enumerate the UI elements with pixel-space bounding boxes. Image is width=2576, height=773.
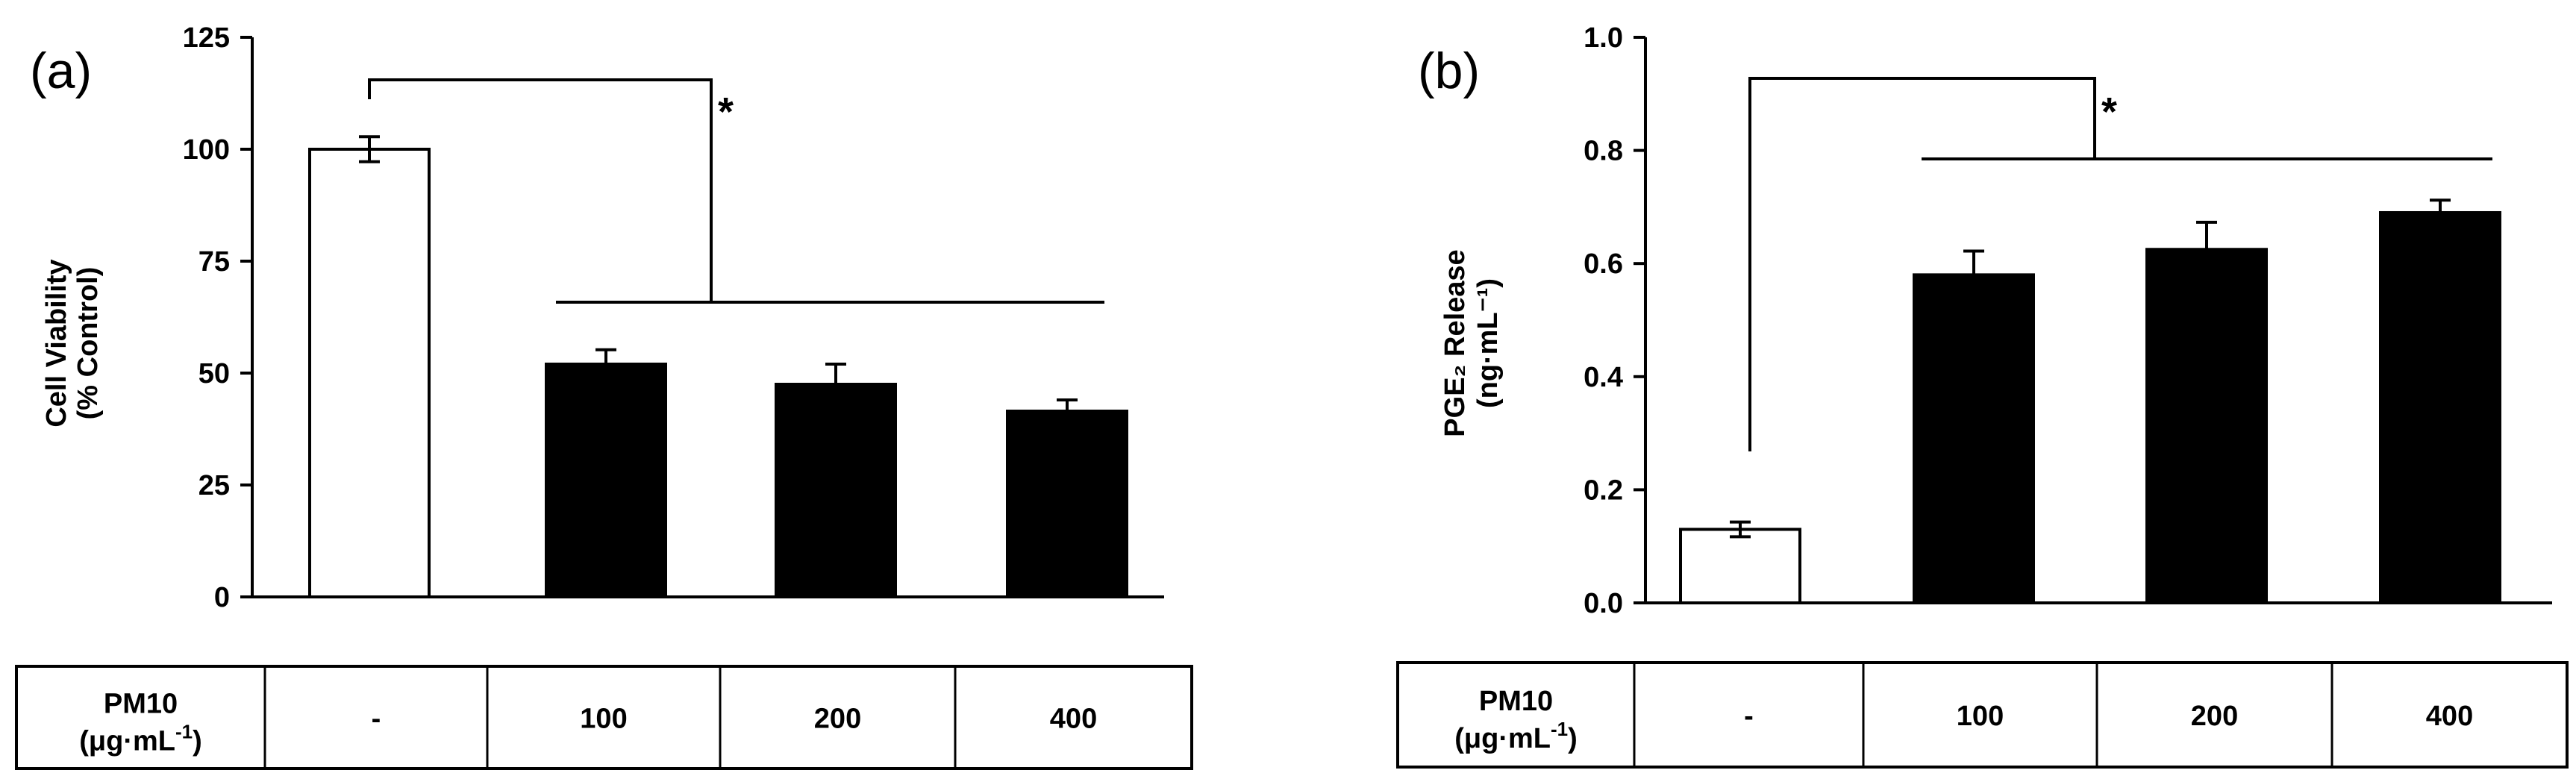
bar-400 xyxy=(1006,410,1128,598)
table-cell-100: 100 xyxy=(580,704,627,735)
y-axis-label-b-line1: PGE₂ Release xyxy=(1439,249,1471,436)
significance-star: * xyxy=(2101,90,2117,134)
y-tick-label: 1.0 xyxy=(1584,22,1623,54)
panel-label-b: (b) xyxy=(1418,43,1480,99)
y-tick-label: 0 xyxy=(214,582,230,613)
significance-bracket xyxy=(1748,77,2096,451)
y-tick-label: 50 xyxy=(198,358,230,389)
bar-- xyxy=(308,148,431,598)
table-unit-label: (μg·mL-1) xyxy=(79,721,202,757)
table-cell--: - xyxy=(1744,701,1754,732)
y-tick-label: 75 xyxy=(198,246,230,278)
y-axis-label-a-line2: (% Control) xyxy=(72,267,104,420)
bar-400 xyxy=(2379,210,2501,605)
condition-table-b: PM10(μg·mL-1) - 100 200 400 xyxy=(1396,661,2569,769)
chart-panel-a: (a) Cell Viability (% Control) 0 25 50 75 10… xyxy=(15,22,1193,770)
table-cell-200: 200 xyxy=(814,704,861,735)
plot-area-b: 0.0 0.2 0.4 0.6 0.8 1.0 * xyxy=(1584,22,2552,619)
bar-200 xyxy=(775,383,897,598)
chart-panel-b: (b) PGE₂ Release (ng·mL⁻¹) 0.00.20.40.60… xyxy=(1396,22,2569,769)
y-tick-label: 125 xyxy=(183,22,230,54)
table-cell-100: 100 xyxy=(1957,701,2004,732)
y-tick-label: 100 xyxy=(183,134,230,166)
plot-area-a: 0 25 50 75 100 125 * xyxy=(183,22,1164,613)
table-header-label: PM10 xyxy=(104,689,178,720)
table-cell--: - xyxy=(372,704,381,735)
table-border xyxy=(15,665,1193,770)
bar-100 xyxy=(1913,273,2035,604)
panel-label-a: (a) xyxy=(30,43,92,99)
y-tick-label: 25 xyxy=(198,470,230,501)
table-unit-label: (μg·mL-1) xyxy=(1454,718,1578,754)
y-tick-label: 0.6 xyxy=(1584,248,1623,280)
table-cell-400: 400 xyxy=(1050,704,1097,735)
table-border xyxy=(1396,661,2569,769)
bar-- xyxy=(1679,528,1801,605)
table-cell-400: 400 xyxy=(2426,701,2473,732)
y-tick-label: 0.8 xyxy=(1584,136,1623,167)
bar-100 xyxy=(545,363,667,598)
y-axis-label-b-line2: (ng·mL⁻¹) xyxy=(1472,278,1504,408)
y-tick-label: 0.0 xyxy=(1584,588,1623,619)
significance-bracket xyxy=(368,78,713,302)
y-tick-label: 0.2 xyxy=(1584,475,1623,506)
y-axis-label-a-line1: Cell Viability xyxy=(41,259,72,427)
y-tick-label: 0.4 xyxy=(1584,362,1623,393)
bar-200 xyxy=(2145,248,2268,604)
table-cell-200: 200 xyxy=(2191,701,2238,732)
table-header-label: PM10 xyxy=(1479,686,1553,717)
significance-star: * xyxy=(718,90,734,134)
condition-table-a: PM10(μg·mL-1) - 100 200 400 xyxy=(15,665,1193,770)
